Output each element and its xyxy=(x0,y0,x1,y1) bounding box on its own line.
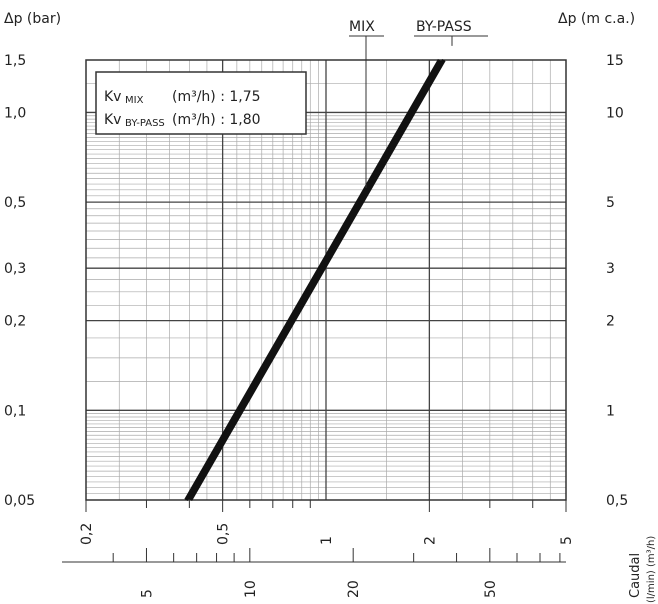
series-layer xyxy=(184,59,446,501)
series-label-mix: MIX xyxy=(349,19,375,35)
right-axis-label: Δp (m c.a.) xyxy=(558,11,635,27)
series-line-mix xyxy=(184,59,442,501)
y-tick-right-label: 1 xyxy=(606,403,615,419)
legend-kv-mix-value: (m³/h) : 1,75 xyxy=(172,89,261,105)
y-tick-right-label: 2 xyxy=(606,314,615,330)
y-ticks-left: 1,5 1,0 0,5 0,3 0,2 0,1 0,05 xyxy=(4,53,35,509)
y-tick-left-label: 0,1 xyxy=(4,403,26,419)
legend: Kv MIX (m³/h) : 1,75 Kv BY-PASS (m³/h) :… xyxy=(95,71,307,135)
x-tick-lmin-label: 20 xyxy=(346,580,362,598)
y-tick-left-label: 0,05 xyxy=(4,493,35,509)
y-tick-right-label: 15 xyxy=(606,53,624,69)
legend-box xyxy=(95,71,307,135)
y-tick-left-label: 0,5 xyxy=(4,195,26,211)
x-ticks-lmin: 5 10 20 50 xyxy=(112,548,561,598)
x-axis-label: Caudal xyxy=(628,553,643,598)
x-tick-lmin-label: 5 xyxy=(139,589,155,598)
left-axis-label: Δp (bar) xyxy=(4,11,61,27)
x-tick-m3h-label: 1 xyxy=(319,536,335,545)
y-tick-left-label: 0,3 xyxy=(4,261,26,277)
y-tick-right-label: 10 xyxy=(606,105,624,121)
x-ticks-m3h: 0,2 0,5 1 2 5 xyxy=(79,500,575,545)
legend-kv-mix-name: Kv xyxy=(104,89,121,105)
plot-frame xyxy=(85,59,567,501)
legend-kv-bypass-name: Kv xyxy=(104,112,121,128)
legend-kv-bypass-sub: BY-PASS xyxy=(125,118,165,129)
y-tick-left-label: 1,0 xyxy=(4,105,26,121)
x-tick-lmin-label: 50 xyxy=(483,580,499,598)
y-tick-left-label: 0,2 xyxy=(4,314,26,330)
y-tick-right-label: 3 xyxy=(606,261,615,277)
y-ticks-right: 15 10 5 3 2 1 0,5 xyxy=(606,53,628,509)
series-line-by-pass xyxy=(188,59,446,501)
x-axis-units: (l/min) (m³/h) xyxy=(646,536,657,603)
x-tick-m3h-label: 5 xyxy=(559,536,575,545)
x-tick-lmin-label: 10 xyxy=(243,580,259,598)
legend-kv-bypass-value: (m³/h) : 1,80 xyxy=(172,112,261,128)
x-tick-m3h-label: 0,2 xyxy=(79,523,95,545)
y-tick-right-label: 5 xyxy=(606,195,615,211)
y-tick-right-label: 0,5 xyxy=(606,493,628,509)
x-tick-m3h-label: 2 xyxy=(422,536,438,545)
x-tick-m3h-label: 0,5 xyxy=(216,523,232,545)
series-label-bypass: BY-PASS xyxy=(416,19,472,35)
y-tick-left-label: 1,5 xyxy=(4,53,26,69)
legend-kv-mix-sub: MIX xyxy=(125,95,144,106)
